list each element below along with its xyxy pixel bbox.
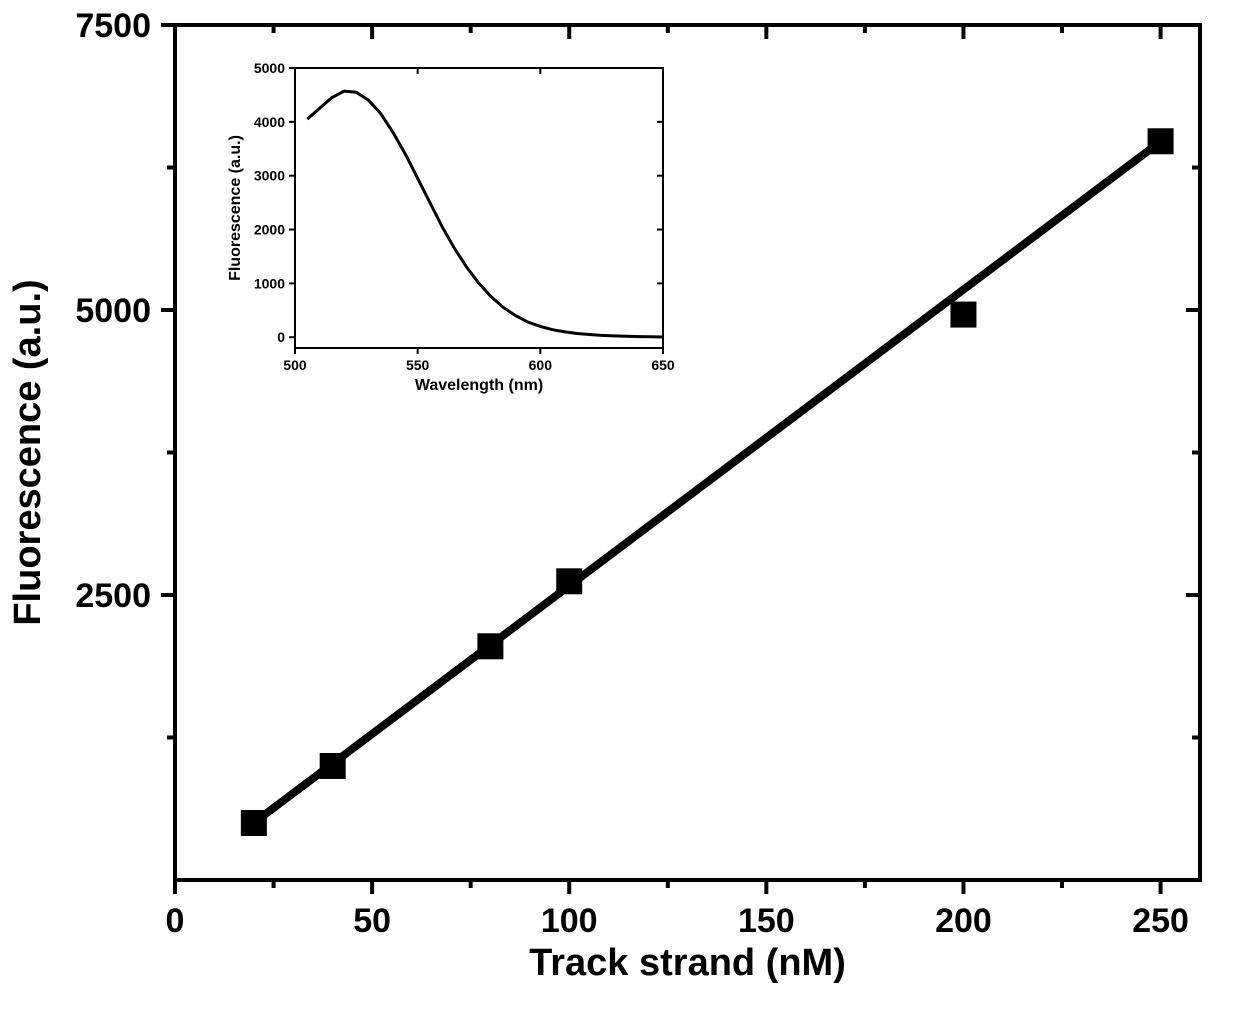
x-tick-label: 250 (1132, 902, 1189, 940)
inset-y-tick-label: 1000 (254, 275, 285, 291)
chart-svg: 050100150200250250050007500Track strand … (0, 0, 1240, 1026)
x-tick-label: 0 (166, 902, 185, 940)
data-marker (320, 753, 346, 779)
inset-chart: 500 550 600 650 0 1000 2000 3000 4000 5000 Wavelen… (227, 60, 675, 394)
y-axis-label: Fluorescence (a.u.) (7, 279, 49, 625)
y-tick-label: 7500 (75, 7, 151, 45)
inset-x-tick-label: 650 (651, 357, 675, 373)
x-tick-label: 200 (935, 902, 992, 940)
data-marker (241, 810, 267, 836)
inset-plot-border (295, 68, 663, 348)
x-tick-label: 100 (541, 902, 598, 940)
inset-y-tick-label: 2000 (254, 222, 285, 238)
x-axis-label: Track strand (nM) (529, 942, 846, 984)
inset-x-axis-label: Wavelength (nm) (415, 377, 543, 394)
inset-y-tick-label: 5000 (254, 60, 285, 76)
y-tick-label: 5000 (75, 292, 151, 330)
inset-x-tick-label: 600 (529, 357, 553, 373)
inset-x-tick-label: 500 (283, 357, 307, 373)
inset-y-tick-label: 3000 (254, 168, 285, 184)
inset-y-tick-label: 0 (277, 329, 285, 345)
y-tick-label: 2500 (75, 577, 151, 615)
inset-y-tick-label: 4000 (254, 114, 285, 130)
x-tick-label: 150 (738, 902, 795, 940)
data-marker (556, 568, 582, 594)
inset-y-axis-label: Fluorescence (a.u.) (227, 135, 244, 281)
x-tick-label: 50 (353, 902, 391, 940)
chart-container: 050100150200250250050007500Track strand … (0, 0, 1240, 1026)
data-marker (950, 302, 976, 328)
data-marker (1148, 128, 1174, 154)
inset-x-tick-label: 550 (406, 357, 430, 373)
data-marker (477, 633, 503, 659)
